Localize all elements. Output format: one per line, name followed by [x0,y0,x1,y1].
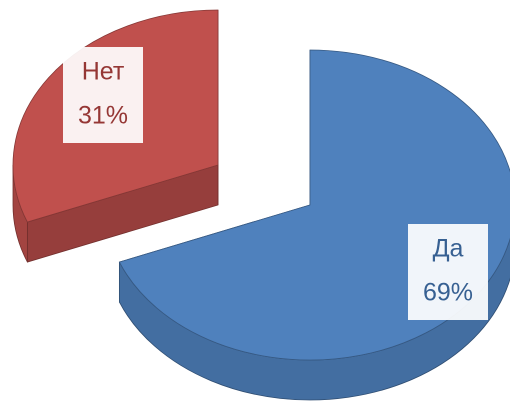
value-label: 31% [78,102,128,130]
label-box [408,224,488,320]
pie-slice: Да 69% [118,49,510,401]
value-label: 69% [423,279,473,307]
category-label: Нет [82,58,125,86]
pie-slice: Нет 31% [12,9,219,263]
category-label: Да [433,235,464,263]
label-box [63,47,143,143]
